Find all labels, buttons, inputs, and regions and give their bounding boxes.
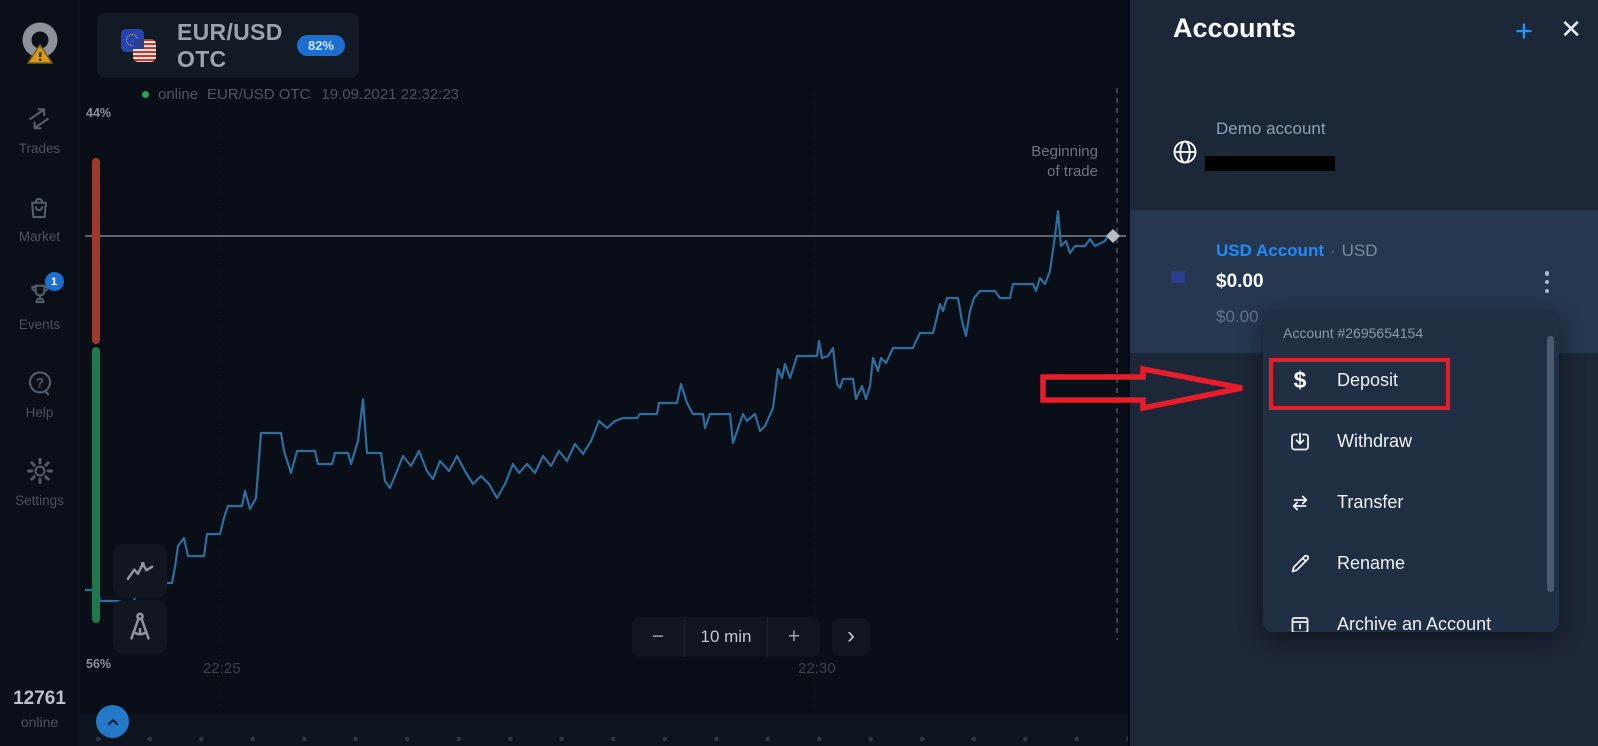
globe-icon (1171, 138, 1199, 166)
redacted-balance (1205, 156, 1335, 171)
sidebar-item-help[interactable]: ? Help (25, 368, 55, 420)
sidebar: Trades Market 1 Events ? Help (0, 0, 80, 746)
usd-account-available: $0.00 (1216, 307, 1259, 326)
dollar-icon: $ (1293, 367, 1307, 393)
menu-item-transfer[interactable]: Transfer (1263, 472, 1559, 533)
close-icon[interactable]: ✕ (1560, 14, 1582, 44)
demo-account-row[interactable]: Demo account (1130, 98, 1598, 210)
sidebar-item-market[interactable]: Market (19, 192, 60, 244)
connection-status: online EUR/USD OTC 19.09.2021 22:32:23 (142, 86, 459, 103)
sidebar-item-label: Help (25, 405, 54, 420)
chart-forward-button[interactable]: › (832, 618, 870, 656)
beginning-of-trade-label: Beginning of trade (1031, 143, 1098, 180)
help-icon: ? (25, 368, 55, 398)
sidebar-item-settings[interactable]: Settings (15, 456, 64, 508)
status-state: online (158, 86, 199, 103)
sidebar-item-trades[interactable]: Trades (18, 104, 61, 156)
account-context-menu: Account #2695654154 $ Deposit Withdraw T… (1263, 310, 1559, 632)
account-options-kebab-icon[interactable] (1538, 269, 1556, 295)
sidebar-item-events[interactable]: 1 Events (18, 272, 64, 332)
menu-item-withdraw[interactable]: Withdraw (1263, 411, 1559, 472)
usd-flag-icon (1171, 271, 1199, 299)
panel-title: Accounts (1173, 13, 1297, 43)
sidebar-item-label: Market (18, 229, 61, 244)
timeline-strip (80, 714, 1128, 746)
sidebar-item-label: Events (18, 317, 61, 332)
collapse-panel-button[interactable] (96, 705, 129, 738)
chart-type-button[interactable] (113, 544, 167, 598)
sell-sentiment-bar (92, 158, 100, 344)
usd-account-name: USD Account (1216, 241, 1324, 260)
menu-item-rename[interactable]: Rename (1263, 533, 1559, 594)
buy-sentiment-percent: 56% (86, 657, 112, 671)
status-datetime: 19.09.2021 22:32:23 (321, 86, 460, 103)
timeframe-value: 10 min (684, 617, 768, 657)
menu-item-deposit[interactable]: $ Deposit (1263, 350, 1559, 411)
online-count: 12761 (13, 688, 66, 709)
sidebar-item-label: Settings (15, 493, 64, 508)
trades-icon (24, 104, 54, 134)
asset-selector[interactable]: EUR/USD OTC 82% (97, 13, 359, 78)
events-badge: 1 (44, 272, 64, 291)
timeframe-increase-button[interactable]: + (787, 625, 801, 648)
online-label: online (20, 714, 59, 730)
menu-scrollbar-thumb[interactable] (1547, 336, 1554, 592)
sidebar-item-label: Trades (18, 141, 61, 156)
trade-start-marker (1106, 229, 1120, 243)
x-axis-tick: 22:30 (798, 660, 836, 677)
add-account-button[interactable]: + (1514, 13, 1533, 48)
price-polyline (85, 209, 1118, 606)
settings-gear-icon (25, 456, 55, 486)
withdraw-icon (1287, 429, 1313, 455)
separator-dot: · (1330, 241, 1336, 260)
drawing-tools-button[interactable] (113, 600, 167, 654)
status-pair: EUR/USD OTC (207, 86, 311, 103)
app-logo[interactable] (14, 16, 66, 68)
x-axis-tick: 22:25 (203, 660, 241, 677)
transfer-icon (1287, 490, 1313, 516)
sell-sentiment-percent: 44% (86, 106, 112, 120)
buy-sentiment-bar (92, 347, 100, 623)
pair-flags-icon (121, 26, 163, 66)
usd-account-balance: $0.00 (1216, 271, 1264, 292)
events-icon: 1 (25, 272, 64, 310)
market-icon (24, 192, 54, 222)
online-counter: 12761 online (13, 688, 66, 730)
chart-area: EUR/USD OTC 82% online EUR/USD OTC 19.09… (80, 0, 1128, 746)
svg-text:?: ? (35, 375, 43, 390)
us-flag-icon (133, 38, 156, 62)
pair-name: EUR/USD OTC (177, 18, 283, 72)
rename-pencil-icon (1287, 551, 1313, 577)
archive-icon (1287, 612, 1313, 632)
payout-badge: 82% (296, 35, 345, 56)
online-dot-icon (142, 91, 149, 98)
demo-account-name: Demo account (1216, 119, 1326, 138)
menu-item-archive[interactable]: Archive an Account (1263, 594, 1559, 632)
account-number-label: Account #2695654154 (1283, 325, 1424, 341)
timeframe-decrease-button[interactable]: − (651, 625, 665, 648)
chevron-up-icon (107, 718, 118, 725)
timeframe-control: − 10 min + (632, 617, 820, 657)
usd-account-currency: USD (1341, 241, 1378, 260)
